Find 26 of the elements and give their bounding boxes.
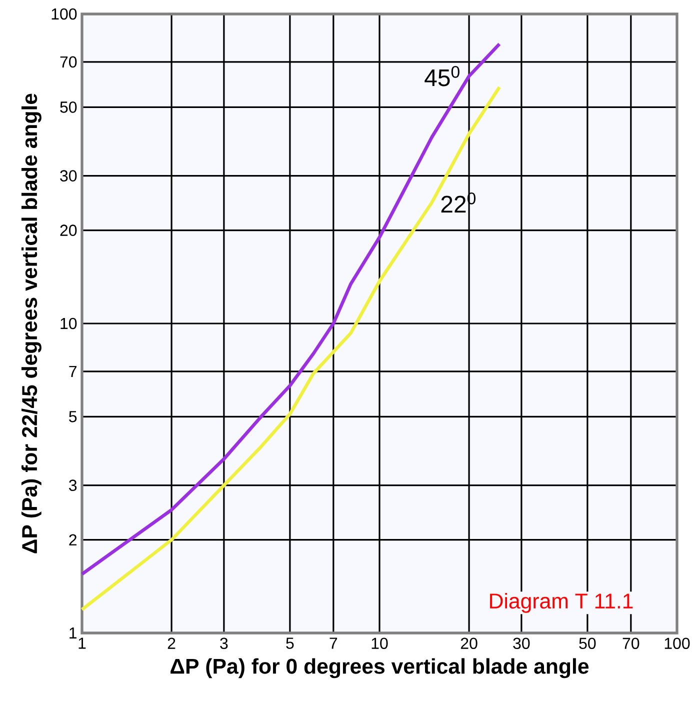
y-tick-label: 10 bbox=[60, 318, 77, 330]
y-tick-label: 1 bbox=[70, 628, 77, 638]
series-label: 45$^{0}$ bbox=[424, 66, 460, 86]
y-tick-label: 7 bbox=[69, 366, 76, 377]
y-tick-label: 70 bbox=[60, 56, 77, 68]
x-tick-label: 5 bbox=[286, 638, 294, 649]
x-tick-label: 7 bbox=[330, 638, 338, 649]
x-tick-label: 20 bbox=[460, 638, 478, 650]
x-tick-label: 3 bbox=[220, 638, 228, 650]
x-tick-label: 30 bbox=[513, 638, 530, 650]
x-tick-label: 10 bbox=[372, 638, 388, 650]
y-tick-label: 100 bbox=[52, 8, 77, 20]
y-tick-label: 2 bbox=[69, 534, 76, 546]
x-tick-label: 100 bbox=[664, 638, 690, 650]
x-tick-label: 70 bbox=[622, 638, 640, 650]
y-axis-title: ΔP (Pa) for 22/45 degrees vertical blade angle bbox=[21, 94, 42, 554]
y-tick-label: 30 bbox=[60, 170, 77, 182]
y-tick-label: 5 bbox=[69, 411, 77, 422]
y-tick-label: 20 bbox=[60, 224, 77, 236]
x-tick-label: 1 bbox=[78, 638, 86, 649]
y-tick-label: 50 bbox=[60, 102, 77, 113]
x-tick-label: 2 bbox=[168, 638, 176, 649]
y-tick-label: 3 bbox=[68, 480, 77, 491]
x-tick-label: 50 bbox=[579, 638, 596, 650]
annotation: Diagram T 11.1 bbox=[490, 592, 633, 613]
x-axis-title: ΔP (Pa) for 0 degrees vertical blade angle bbox=[170, 658, 589, 678]
